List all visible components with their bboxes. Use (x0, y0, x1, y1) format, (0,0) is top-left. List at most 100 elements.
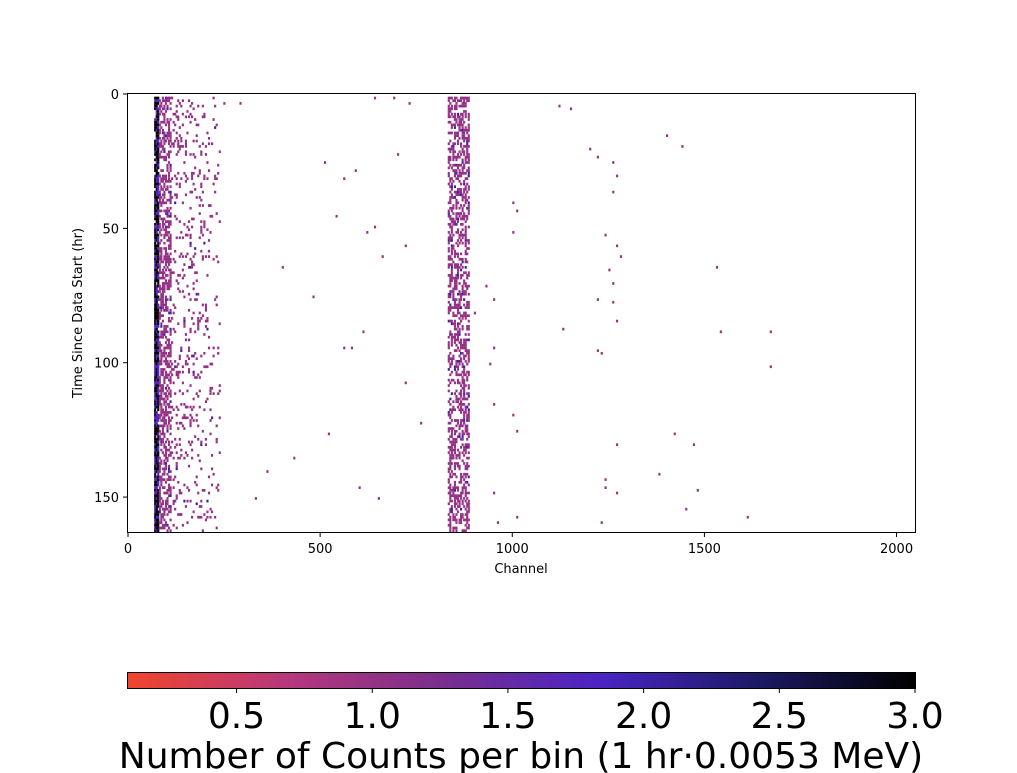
heatmap-cell (460, 231, 463, 234)
heatmap-cell (449, 416, 452, 420)
heatmap-cell (166, 338, 169, 342)
heatmap-cell (164, 220, 168, 223)
heatmap-cell (685, 507, 688, 511)
heatmap-cell (464, 233, 467, 237)
heatmap-cell (167, 483, 171, 487)
heatmap-cell (181, 112, 184, 116)
heatmap-cell (467, 201, 470, 205)
heatmap-cell (160, 239, 163, 242)
heatmap-cell (464, 346, 467, 350)
heatmap-cell (466, 351, 469, 355)
heatmap-cell (192, 153, 195, 156)
heatmap-cell (154, 384, 157, 387)
heatmap-cell (463, 419, 466, 422)
heatmap-cell (458, 120, 461, 124)
heatmap-cell (155, 440, 158, 444)
heatmap-cell (154, 427, 157, 430)
heatmap-cell (155, 115, 158, 119)
heatmap-cell (154, 478, 157, 481)
heatmap-cell (154, 429, 157, 433)
heatmap-cell (460, 123, 463, 127)
heatmap-cell (456, 322, 460, 326)
heatmap-cell (450, 411, 453, 414)
heatmap-cell (155, 222, 158, 226)
heatmap-cell (203, 225, 206, 229)
heatmap-cell (460, 239, 463, 242)
heatmap-cell (157, 472, 160, 476)
heatmap-cell (163, 136, 166, 140)
heatmap-cell (169, 136, 172, 140)
heatmap-cell (154, 327, 157, 331)
heatmap-cell (456, 368, 460, 371)
heatmap-cell (195, 298, 198, 301)
heatmap-cell (175, 153, 178, 156)
heatmap-cell (460, 419, 463, 422)
heatmap-cell (154, 276, 157, 280)
heatmap-cell (163, 107, 166, 111)
heatmap-cell (161, 284, 164, 288)
heatmap-cell (197, 123, 200, 127)
heatmap-cell (449, 201, 452, 205)
heatmap-cell (458, 327, 461, 331)
heatmap-cell (458, 190, 461, 194)
heatmap-cell (209, 392, 212, 395)
heatmap-cell (155, 467, 158, 471)
heatmap-cell (155, 214, 158, 218)
heatmap-cell (187, 370, 191, 374)
heatmap-cell (154, 378, 157, 382)
heatmap-cell (450, 131, 453, 135)
heatmap-cell (455, 400, 458, 404)
heatmap-cell (455, 513, 458, 516)
heatmap-cell (167, 179, 171, 183)
heatmap-cell (604, 486, 607, 490)
heatmap-cell (171, 405, 174, 409)
heatmap-cell (466, 306, 469, 309)
heatmap-cell (466, 136, 469, 140)
heatmap-cell (172, 128, 175, 132)
heatmap-cell (178, 145, 181, 148)
heatmap-cell (169, 244, 172, 248)
heatmap-cell (169, 131, 172, 135)
heatmap-cell (461, 403, 464, 406)
heatmap-cell (467, 392, 470, 395)
heatmap-cell (161, 513, 164, 516)
heatmap-cell (461, 437, 464, 441)
heatmap-cell (350, 346, 354, 350)
heatmap-cell (463, 110, 466, 113)
heatmap-cell (201, 257, 204, 261)
heatmap-cell (197, 292, 200, 296)
heatmap-cell (163, 413, 166, 417)
heatmap-cell (157, 483, 160, 487)
heatmap-cell (456, 239, 460, 242)
heatmap-cell (157, 505, 160, 508)
heatmap-cell (154, 365, 157, 369)
heatmap-cell (450, 104, 453, 108)
heatmap-cell (215, 424, 218, 428)
heatmap-cell (157, 139, 160, 143)
heatmap-cell (155, 276, 158, 280)
heatmap-cell (160, 403, 163, 406)
heatmap-cell (154, 257, 157, 261)
heatmap-cell (464, 343, 467, 347)
heatmap-cell (164, 327, 168, 331)
heatmap-cell (166, 257, 169, 261)
heatmap-cell (450, 112, 453, 116)
heatmap-cell (154, 392, 157, 395)
heatmap-cell (164, 233, 168, 237)
heatmap-cell (161, 155, 164, 159)
heatmap-cell (447, 239, 450, 242)
heatmap-cell (516, 209, 519, 213)
heatmap-cell (450, 507, 453, 511)
heatmap-cell (155, 448, 158, 452)
heatmap-cell (158, 510, 161, 514)
heatmap-cell (160, 142, 163, 146)
heatmap-cell (456, 486, 460, 490)
heatmap-cell (447, 437, 450, 441)
heatmap-cell (154, 459, 157, 463)
heatmap-cell (167, 475, 171, 479)
heatmap-cell (163, 424, 166, 428)
heatmap-cell (449, 365, 452, 369)
heatmap-cell (178, 185, 181, 189)
heatmap-cell (461, 513, 464, 516)
heatmap-cell (461, 150, 464, 154)
